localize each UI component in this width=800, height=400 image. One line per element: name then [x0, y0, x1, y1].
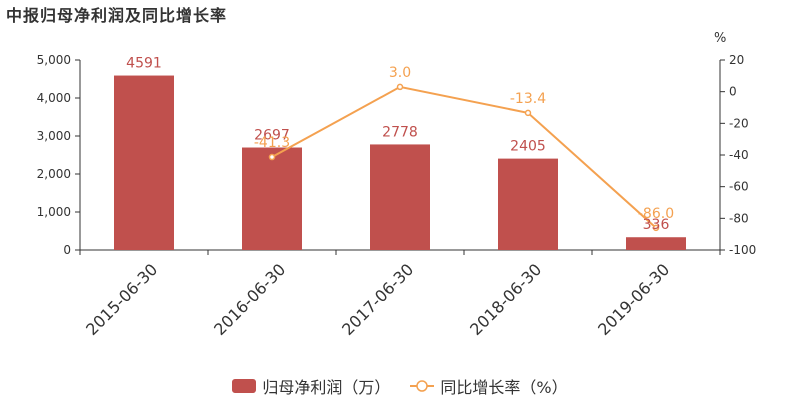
growth-point: [652, 224, 660, 232]
y-right-tick-label: -40: [729, 148, 749, 162]
growth-value-label: 3.0: [389, 65, 411, 81]
y-left-tick-label: 3,000: [37, 129, 71, 143]
y-right-tick-label: -20: [729, 116, 749, 130]
line-series: [268, 83, 660, 232]
growth-line: [271, 85, 657, 229]
bar: [370, 144, 430, 250]
legend-line-swatch: [410, 379, 435, 393]
y-right-tick-label: -60: [729, 180, 749, 194]
y-left-tick-label: 0: [63, 243, 71, 257]
bar: [498, 158, 558, 250]
data-labels: 4591 2697 2778 2405 336 -41.3 3.0 -13.4 -86.0: [126, 56, 674, 234]
legend-bar-swatch: [232, 379, 257, 393]
bar: [114, 75, 174, 251]
y-right-tick-label: 0: [729, 85, 737, 99]
x-tick-label: 2018-06-30: [466, 260, 545, 339]
x-tick-label: 2019-06-30: [594, 260, 673, 339]
legend-item-line[interactable]: 同比增长率（%）: [410, 374, 568, 398]
y-left-tick-label: 1,000: [37, 205, 71, 219]
bar-value-label: 4591: [126, 56, 162, 72]
growth-point: [396, 83, 404, 91]
bar-value-label: 2778: [382, 124, 418, 140]
y-left-tick-label: 4,000: [37, 91, 71, 105]
y-right-tick-label: 20: [729, 53, 744, 67]
x-tick-label: 2017-06-30: [338, 260, 417, 339]
bar: [626, 237, 686, 250]
y-right-tick-label: -80: [729, 211, 749, 225]
bar-value-label: 2405: [510, 139, 546, 155]
bar-value-label: 336: [643, 217, 670, 233]
legend-item-bar[interactable]: 归母净利润（万）: [232, 374, 390, 398]
x-tick-label: 2016-06-30: [210, 260, 289, 339]
y-right-tick-label: -100: [729, 243, 756, 257]
y-right-unit: %: [714, 31, 726, 46]
bar-value-label: 2697: [254, 128, 290, 144]
bar-series: [114, 75, 686, 251]
bar: [242, 147, 302, 250]
growth-point: [524, 109, 532, 117]
chart-title: 中报归母净利润及同比增长率: [6, 6, 228, 25]
y-left-tick-label: 5,000: [37, 53, 71, 67]
legend: 归母净利润（万） 同比增长率（%）: [0, 374, 800, 398]
legend-line-label: 同比增长率（%）: [440, 378, 568, 397]
growth-point: [268, 153, 276, 161]
legend-bar-label: 归母净利润（万）: [262, 378, 391, 397]
growth-value-label: -86.0: [638, 206, 674, 222]
growth-value-label: -13.4: [510, 91, 546, 107]
x-tick-label: 2015-06-30: [82, 260, 161, 339]
growth-value-label: -41.3: [254, 135, 290, 151]
y-left-tick-label: 2,000: [37, 167, 71, 181]
